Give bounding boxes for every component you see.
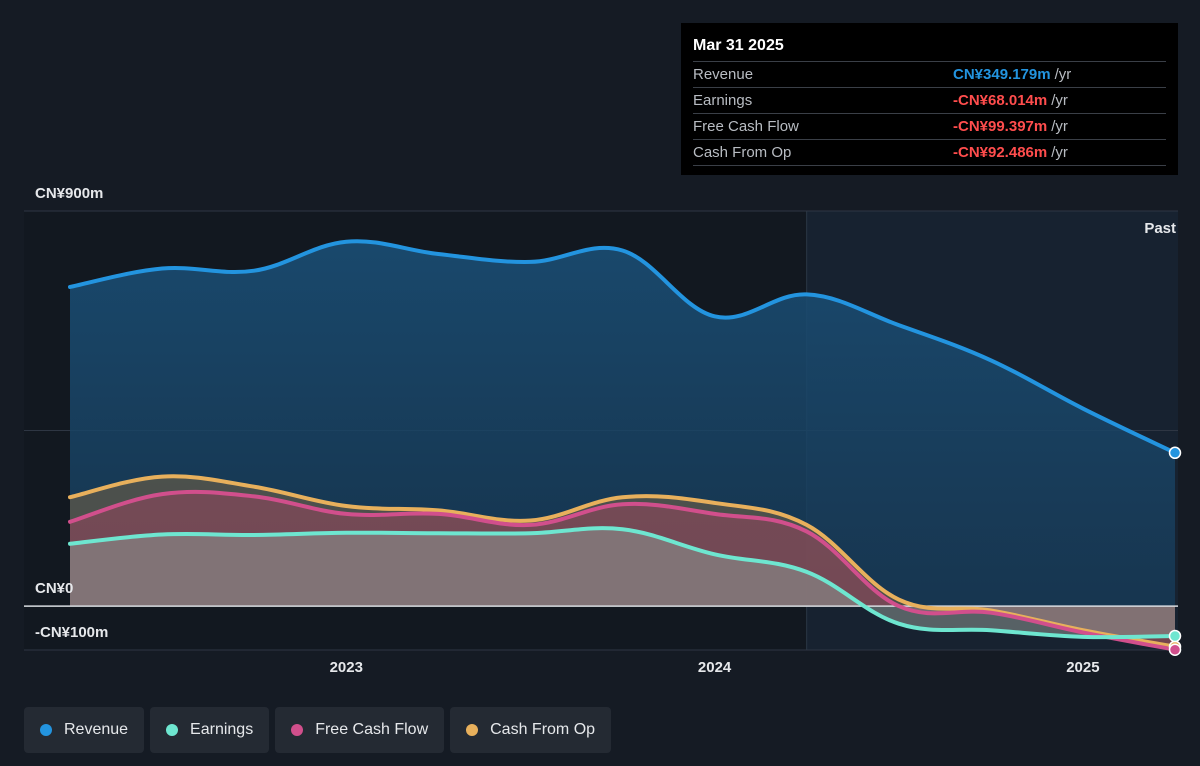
legend-item-revenue[interactable]: Revenue [24,707,145,753]
legend-label: Cash From Op [490,721,596,738]
line-earnings [68,526,1177,640]
legend-dot-icon [466,724,479,736]
tooltip-row-unit: /yr [1051,118,1068,135]
tooltip-row-label: Earnings [693,92,753,109]
tooltip-row-value: CN¥349.179m [953,66,1051,83]
legend-dot-icon [40,724,52,736]
line-revenue [68,239,1177,455]
endpoint-earnings [1168,629,1182,643]
tooltip-row-value: -CN¥99.397m [953,118,1048,135]
legend: Revenue Earnings Free Cash Flow Cash Fro… [24,707,612,753]
tooltip-row-cash-from-op: Cash From Op -CN¥92.486m/yr [693,139,1166,166]
x-tick-label: 2024 [697,659,732,676]
legend-label: Revenue [64,721,129,738]
legend-item-earnings[interactable]: Earnings [150,707,270,753]
series-lines [24,239,1178,652]
legend-item-cash-from-op[interactable]: Cash From Op [450,707,612,753]
series-endpoints [1168,446,1182,656]
legend-dot-icon [291,724,304,736]
area-earnings [70,528,1175,638]
tooltip-row-unit: /yr [1054,66,1072,83]
tooltip-row-unit: /yr [1051,144,1068,161]
tooltip-row-earnings: Earnings -CN¥68.014m/yr [693,87,1166,113]
past-label: Past [1144,220,1176,237]
x-tick-label: 2025 [1066,659,1100,676]
tooltip-row-value: -CN¥68.014m [953,92,1048,109]
y-tick-label-zero: CN¥0 [35,580,74,597]
tooltip-row-unit: /yr [1051,92,1068,109]
legend-label: Earnings [190,721,254,738]
tooltip-date: Mar 31 2025 [693,37,784,54]
y-tick-label-bottom: -CN¥100m [35,624,109,641]
endpoint-revenue [1168,446,1182,460]
endpoint-free-cash-flow [1168,643,1182,656]
tooltip: Mar 31 2025 Revenue CN¥349.179m/yr Earning… [681,23,1178,175]
legend-item-free-cash-flow[interactable]: Free Cash Flow [275,707,445,753]
tooltip-row-label: Revenue [693,66,754,83]
tooltip-row-revenue: Revenue CN¥349.179m/yr [693,61,1166,87]
line-cash-from-op [68,474,1177,649]
legend-label: Free Cash Flow [315,721,429,738]
tooltip-row-value: -CN¥92.486m [953,144,1048,161]
y-tick-label-top: CN¥900m [35,185,104,202]
tooltip-row-label: Free Cash Flow [693,118,799,135]
tooltip-row-label: Cash From Op [693,144,792,161]
line-free-cash-flow [68,489,1177,652]
tooltip-row-free-cash-flow: Free Cash Flow -CN¥99.397m/yr [693,113,1166,139]
legend-dot-icon [166,724,179,736]
x-tick-label: 2023 [329,659,363,676]
